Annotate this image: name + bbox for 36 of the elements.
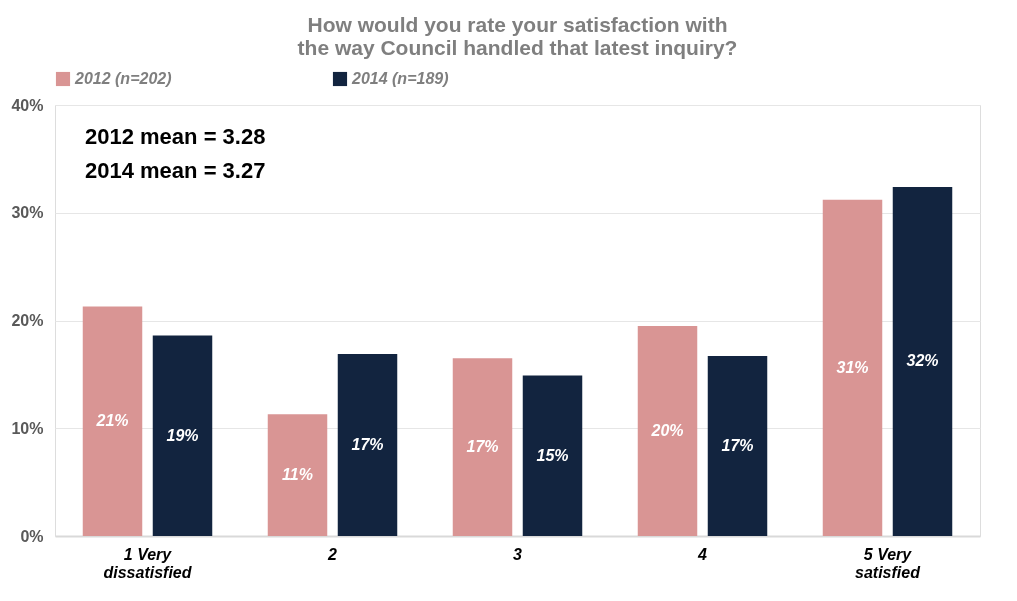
text: the way Council handled that latest inquiry? — [297, 36, 738, 59]
x-tick-label: 4 — [697, 545, 708, 563]
bar — [267, 414, 328, 536]
x-tick-label: 2 — [327, 545, 338, 563]
bar — [637, 325, 698, 536]
data-label: 31% — [836, 358, 869, 376]
bar — [707, 356, 768, 536]
legend-label: 2012 (n=202) — [74, 70, 172, 87]
data-label: 17% — [721, 437, 754, 455]
y-tick-label: 40% — [11, 96, 44, 114]
annotation: 2012 mean = 3.28 — [85, 124, 266, 149]
y-tick-label: 10% — [11, 419, 44, 437]
x-tick-label: 1 Very dissatisfied — [103, 545, 193, 581]
data-label: 19% — [166, 426, 199, 444]
y-tick-label: 0% — [20, 527, 44, 545]
data-label: 11% — [282, 466, 313, 484]
data-label: 32% — [906, 352, 939, 370]
legend-label: 2014 (n=189) — [351, 70, 449, 87]
data-label: 15% — [536, 446, 569, 464]
bar — [152, 335, 213, 536]
annotation: 2014 mean = 3.27 — [85, 158, 266, 183]
y-tick-label: 20% — [11, 312, 44, 329]
data-label: 21% — [95, 412, 129, 430]
bar — [452, 358, 513, 536]
x-tick-label: 5 Very satisfied — [855, 545, 922, 581]
y-tick-label: 30% — [11, 204, 44, 222]
data-label: 17% — [466, 438, 499, 456]
x-tick-label: 3 — [513, 545, 523, 563]
bar — [82, 306, 143, 536]
text: How would you rate your satisfaction with — [307, 13, 728, 36]
bar — [892, 186, 953, 536]
data-label: 20% — [650, 421, 684, 439]
bar — [337, 353, 398, 536]
data-label: 17% — [351, 435, 384, 453]
bar — [822, 199, 883, 536]
bar — [522, 375, 583, 536]
